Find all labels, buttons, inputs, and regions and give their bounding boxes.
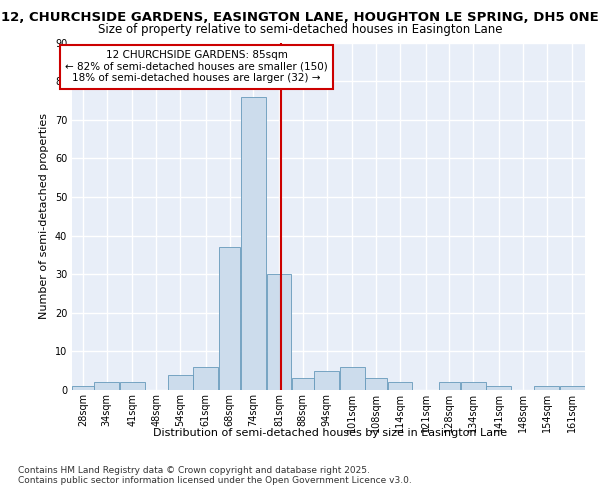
Text: Distribution of semi-detached houses by size in Easington Lane: Distribution of semi-detached houses by … <box>153 428 507 438</box>
Bar <box>120 382 145 390</box>
Bar <box>193 367 218 390</box>
Bar <box>439 382 460 390</box>
Bar <box>340 367 365 390</box>
Text: Contains HM Land Registry data © Crown copyright and database right 2025.: Contains HM Land Registry data © Crown c… <box>18 466 370 475</box>
Text: Contains public sector information licensed under the Open Government Licence v3: Contains public sector information licen… <box>18 476 412 485</box>
Bar <box>534 386 559 390</box>
Bar <box>487 386 511 390</box>
Bar <box>219 247 240 390</box>
Bar <box>292 378 314 390</box>
Text: 12 CHURCHSIDE GARDENS: 85sqm
← 82% of semi-detached houses are smaller (150)
18%: 12 CHURCHSIDE GARDENS: 85sqm ← 82% of se… <box>65 50 328 84</box>
Bar <box>266 274 292 390</box>
Bar <box>167 374 193 390</box>
Text: 12, CHURCHSIDE GARDENS, EASINGTON LANE, HOUGHTON LE SPRING, DH5 0NE: 12, CHURCHSIDE GARDENS, EASINGTON LANE, … <box>1 11 599 24</box>
Bar <box>241 96 266 390</box>
Bar <box>461 382 485 390</box>
Y-axis label: Number of semi-detached properties: Number of semi-detached properties <box>39 114 49 320</box>
Bar <box>314 370 339 390</box>
Bar <box>388 382 412 390</box>
Bar <box>73 386 94 390</box>
Bar <box>365 378 387 390</box>
Text: Size of property relative to semi-detached houses in Easington Lane: Size of property relative to semi-detach… <box>98 22 502 36</box>
Bar <box>560 386 584 390</box>
Bar <box>94 382 119 390</box>
